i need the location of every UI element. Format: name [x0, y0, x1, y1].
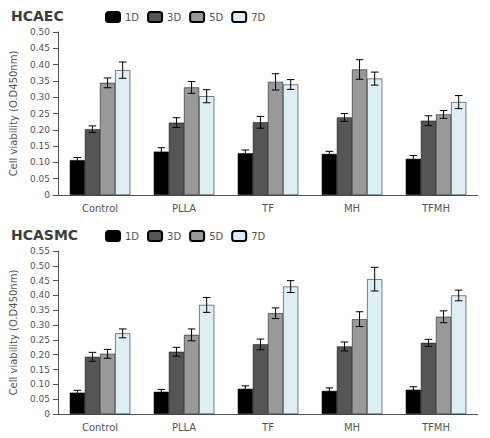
svg-text:7D: 7D: [251, 12, 265, 23]
svg-text:Control: Control: [82, 203, 118, 214]
svg-text:0.20: 0.20: [30, 125, 50, 135]
svg-text:3D: 3D: [167, 12, 181, 23]
svg-text:0: 0: [44, 409, 50, 419]
svg-text:3D: 3D: [167, 231, 181, 242]
svg-text:0.10: 0.10: [30, 157, 50, 167]
svg-text:5D: 5D: [209, 12, 223, 23]
svg-text:0: 0: [44, 190, 50, 200]
svg-text:0.45: 0.45: [30, 276, 50, 286]
svg-text:0.30: 0.30: [30, 92, 50, 102]
svg-text:PLLA: PLLA: [172, 203, 196, 214]
svg-text:HCASMC: HCASMC: [11, 227, 78, 243]
svg-text:0.35: 0.35: [30, 76, 50, 86]
svg-text:0.20: 0.20: [30, 350, 50, 360]
svg-text:TF: TF: [261, 422, 274, 433]
svg-text:0.10: 0.10: [30, 379, 50, 389]
svg-text:0.25: 0.25: [30, 109, 50, 119]
svg-text:0.35: 0.35: [30, 305, 50, 315]
svg-text:0.50: 0.50: [30, 27, 50, 37]
svg-text:0.15: 0.15: [30, 365, 50, 375]
svg-text:Control: Control: [82, 422, 118, 433]
svg-text:0.05: 0.05: [30, 394, 50, 404]
svg-text:Cell viability (O.D450nm): Cell viability (O.D450nm): [8, 270, 19, 396]
svg-text:1D: 1D: [125, 231, 139, 242]
svg-text:0.45: 0.45: [30, 43, 50, 53]
svg-text:0.55: 0.55: [30, 246, 50, 256]
svg-text:0.25: 0.25: [30, 335, 50, 345]
svg-text:TFMH: TFMH: [421, 422, 450, 433]
svg-text:TF: TF: [261, 203, 274, 214]
svg-text:0.40: 0.40: [30, 290, 50, 300]
svg-text:1D: 1D: [125, 12, 139, 23]
svg-text:5D: 5D: [209, 231, 223, 242]
svg-text:7D: 7D: [251, 231, 265, 242]
svg-text:0.30: 0.30: [30, 320, 50, 330]
svg-text:MH: MH: [344, 422, 360, 433]
svg-text:MH: MH: [344, 203, 360, 214]
svg-text:Cell viability (O.D450nm): Cell viability (O.D450nm): [8, 51, 19, 177]
svg-text:0.50: 0.50: [30, 261, 50, 271]
svg-text:TFMH: TFMH: [421, 203, 450, 214]
svg-text:0.15: 0.15: [30, 141, 50, 151]
svg-text:HCAEC: HCAEC: [11, 8, 64, 24]
svg-text:0.40: 0.40: [30, 60, 50, 70]
svg-text:PLLA: PLLA: [172, 422, 196, 433]
svg-text:0.05: 0.05: [30, 174, 50, 184]
